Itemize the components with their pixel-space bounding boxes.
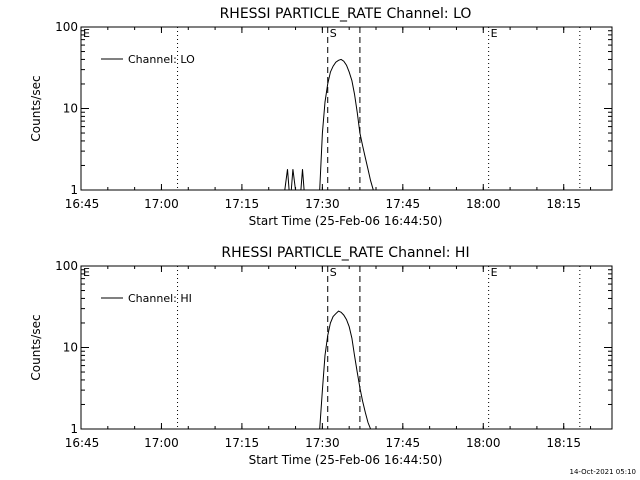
footer-timestamp: 14-Oct-2021 05:10 <box>570 468 636 476</box>
series-line <box>284 58 376 191</box>
chart-lo-channel: RHESSI PARTICLE_RATE Channel: LO E S E 16:45… <box>29 6 613 228</box>
x-tick-label: 17:45 <box>386 436 421 450</box>
marker-label: E <box>491 27 498 40</box>
x-tick-label: 17:00 <box>144 436 179 450</box>
y-axis-label: Counts/sec <box>29 314 43 380</box>
marker-label: S <box>330 27 337 40</box>
y-tick-label: 100 <box>55 20 78 34</box>
x-tick-label: 16:45 <box>65 436 100 450</box>
plot-frame <box>80 26 613 191</box>
x-tick-label: 18:15 <box>546 436 581 450</box>
x-tick-label: 18:00 <box>466 436 501 450</box>
y-axis-label: Counts/sec <box>29 75 43 141</box>
x-tick-label: 17:00 <box>144 197 179 211</box>
chart-title: RHESSI PARTICLE_RATE Channel: HI <box>221 245 469 261</box>
series-line <box>319 310 374 430</box>
chart-hi-channel: RHESSI PARTICLE_RATE Channel: HI E S E 16:45… <box>29 245 613 467</box>
y-tick-label: 10 <box>63 341 78 355</box>
x-tick-label: 17:30 <box>305 197 340 211</box>
x-tick-label: 18:15 <box>546 197 581 211</box>
chart-title: RHESSI PARTICLE_RATE Channel: LO <box>220 6 472 22</box>
x-tick-label: 17:15 <box>225 197 260 211</box>
x-tick-label: 18:00 <box>466 197 501 211</box>
x-tick-label: 17:15 <box>225 436 260 450</box>
marker-label: E <box>83 266 90 279</box>
y-tick-label: 10 <box>63 102 78 116</box>
marker-label: S <box>330 266 337 279</box>
x-tick-label: 16:45 <box>65 197 100 211</box>
marker-label: E <box>491 266 498 279</box>
legend-label: Channel: LO <box>128 53 195 66</box>
y-tick-label: 100 <box>55 259 78 273</box>
x-tick-label: 17:45 <box>386 197 421 211</box>
y-tick-label: 1 <box>70 422 78 436</box>
x-tick-label: 17:30 <box>305 436 340 450</box>
plot-frame <box>80 265 613 430</box>
marker-label: E <box>83 27 90 40</box>
y-tick-label: 1 <box>70 183 78 197</box>
legend-label: Channel: HI <box>128 292 192 305</box>
x-axis-label: Start Time (25-Feb-06 16:44:50) <box>249 453 443 467</box>
x-axis-label: Start Time (25-Feb-06 16:44:50) <box>249 214 443 228</box>
